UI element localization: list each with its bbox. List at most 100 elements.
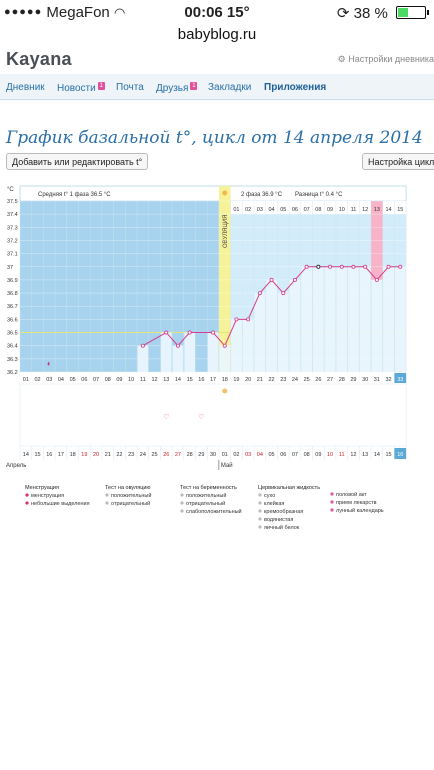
temperature-bar [324,266,336,372]
legend-marker [330,492,334,496]
cycle-day-label: 23 [280,377,286,383]
temperature-bar [266,279,277,372]
temperature-point [234,317,239,322]
temperature-bar [172,345,184,372]
y-tick-label: 36.3 [7,357,18,363]
diary-settings-link[interactable]: ⚙ Настройки дневника [338,54,434,65]
calendar-date-label: 21 [105,452,111,458]
cycle-day-label: 32 [385,377,391,383]
temperature-bar [313,266,324,372]
cycle-day-label: 05 [70,377,76,383]
legend-item: кремообразная [264,509,303,515]
temperature-bar [160,332,172,372]
temperature-point [304,264,309,269]
temperature-bar [348,266,359,372]
signal-icon: ●●●●● [4,6,43,18]
intercourse-icon: ♡ [198,413,204,421]
nav-apps[interactable]: Приложения [264,82,326,93]
status-bar: ●●●●● MegaFon ◠ 00:06 15° ⟳ 38 % [0,0,434,26]
calendar-date-label: 15 [34,452,40,458]
temperature-point [246,317,251,322]
ovulation-label: ОВУЛЯЦИЯ [223,215,229,248]
y-tick-label: 36.6 [7,317,18,323]
calendar-date-label: 16 [397,452,403,458]
legend-marker [25,493,29,497]
calendar-date-label: 11 [339,452,345,458]
y-tick-label: 36.7 [7,304,18,310]
cycle-day-label: 21 [257,377,263,383]
calendar-date-label: 08 [304,452,310,458]
legend-group-title: Тест на беременность [180,485,237,491]
cycle-day-label: 16 [198,377,204,383]
y-tick-label: 37.5 [7,199,18,205]
y-tick-label: 36.8 [7,291,18,297]
calendar-date-label: 16 [46,452,52,458]
cycle-day-label: 13 [163,377,169,383]
calendar-date-label: 01 [222,452,228,458]
y-tick-label: 37.3 [7,225,18,231]
legend-item: отрицательный [186,500,225,507]
temperature-point [257,291,262,296]
diary-settings-label: Настройки дневника [348,54,434,64]
temperature-point [187,330,192,335]
phase2-average-label: 2 фаза 36.9 °C [241,192,283,198]
nav-diary[interactable]: Дневник [6,82,45,93]
nav-bookmarks[interactable]: Закладки [208,82,251,93]
site-name[interactable]: Kayana [6,49,72,69]
legend-item: лунный календарь [336,507,384,514]
today-date-marker [394,448,407,459]
legend-marker [180,501,184,505]
rotation-lock-icon: ⟳ [336,5,350,22]
carrier-area: ●●●●● MegaFon ◠ [4,4,125,21]
temperature-bar [137,345,149,372]
add-temperature-button[interactable]: Добавить или редактировать t° [6,153,149,170]
calendar-date-label: 02 [233,452,239,458]
temperature-point [140,343,145,348]
legend-item: небольшие выделения [31,501,90,507]
day-after-ovulation-label: 07 [304,207,310,213]
after-ovulation-row-background [230,201,407,214]
ovulation-sun-icon [222,190,228,196]
cycle-day-label: 08 [105,377,111,383]
calendar-date-label: 24 [140,452,146,458]
ovulation-column [218,186,231,372]
ovulation-test-positive-icon [222,388,228,394]
cycle-day-label: 01 [23,377,29,383]
legend-marker [105,493,109,497]
temperature-bar [289,279,301,372]
url-bar[interactable]: babyblog.ru [177,26,257,43]
legend-marker [25,501,29,505]
calendar-date-label: 17 [58,452,64,458]
temperature-bar [336,266,348,372]
cycle-day-label: 04 [58,377,64,383]
temperature-bar [371,279,383,372]
nav-news[interactable]: Новости 1 [57,82,105,94]
cycle-day-label: 07 [93,377,99,383]
cycle-settings-button[interactable]: Настройка цикла [362,153,434,170]
day-after-ovulation-label: 08 [315,207,321,213]
nav-mail[interactable]: Почта [116,82,144,93]
temperature-point [292,277,297,282]
cycle-day-label: 02 [34,377,40,383]
temperature-point [374,277,379,282]
legend-group-title: Цервикальная жидкость [258,485,320,491]
calendar-date-label: 07 [292,452,298,458]
friends-badge: 1 [190,82,198,90]
cycle-day-label: 20 [245,377,251,383]
temperature-point [363,264,368,269]
temperature-point [164,330,169,335]
main-nav: Дневник Новости 1 Почта Друзья 1 Закладки … [0,74,434,100]
temperature-bar [207,332,219,372]
month-label-april: Апрель [6,463,26,469]
temperature-bar [184,332,195,372]
cycle-day-row [20,373,407,384]
page-title: График базальной t°, цикл от 14 апреля 2… [6,128,423,148]
temperature-point [211,330,216,335]
temperature-bar [219,345,231,372]
legend-marker [258,517,262,521]
legend-marker [330,508,334,512]
nav-friends[interactable]: Друзья 1 [156,82,198,94]
temperature-difference-label: Разница t° 0.4 °C [295,192,343,198]
temperature-point [269,277,274,282]
